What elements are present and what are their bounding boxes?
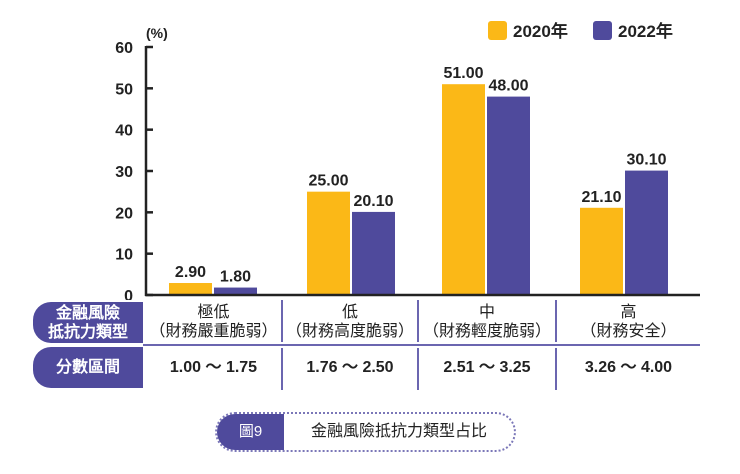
legend: 2020年 2022年 xyxy=(488,21,673,41)
caption: 圖9 金融風險抵抗力類型占比 xyxy=(215,412,516,452)
type-cell: 低 （財務高度脆弱） xyxy=(283,303,417,341)
type-cell: 中 （財務輕度脆弱） xyxy=(419,303,555,341)
figure-title: 金融風險抵抗力類型占比 xyxy=(310,423,487,440)
range-cell: 2.51 ～ 3.25 xyxy=(443,359,531,376)
row-label-type: 金融風險 抵抗力類型 xyxy=(33,302,143,343)
y-tick-label: 20 xyxy=(115,205,133,222)
type-name: 高 xyxy=(620,304,637,321)
col-divider xyxy=(281,348,283,390)
y-tick-label: 60 xyxy=(115,40,133,57)
legend-swatch-2020 xyxy=(488,21,507,40)
row-label-type-line1: 金融風險 xyxy=(55,304,120,322)
type-name: 低 xyxy=(341,304,358,321)
bar-2020年 xyxy=(442,84,485,295)
col-divider xyxy=(417,348,419,390)
figure-number: 圖9 xyxy=(217,414,284,450)
y-tick-label: 0 xyxy=(124,288,133,300)
data-label: 1.80 xyxy=(220,269,251,286)
row-label-type-line2: 抵抗力類型 xyxy=(47,323,128,341)
legend-label-2020: 2020年 xyxy=(513,21,568,41)
type-desc: （財務安全） xyxy=(580,323,677,340)
row-label-range: 分數區間 xyxy=(33,347,143,388)
data-label: 25.00 xyxy=(308,173,348,190)
col-divider xyxy=(281,300,283,342)
bar-chart: (%) 0 10 20 30 40 50 60 2.90 1.80 25.00 20.10 51.0… xyxy=(115,21,700,300)
col-divider xyxy=(555,348,557,390)
range-cell: 1.00 ～ 1.75 xyxy=(169,359,258,376)
y-tick-label: 40 xyxy=(115,123,133,140)
col-divider xyxy=(417,300,419,342)
data-label: 48.00 xyxy=(488,78,528,95)
y-tick-label: 50 xyxy=(115,81,133,98)
bar-2022年 xyxy=(352,211,395,295)
data-label: 21.10 xyxy=(581,189,621,206)
row-divider xyxy=(143,344,700,346)
bar-2022年 xyxy=(214,287,257,295)
legend-swatch-2022 xyxy=(593,21,612,40)
type-desc: （財務輕度脆弱） xyxy=(422,323,551,340)
y-tick-label: 10 xyxy=(115,247,133,264)
col-divider xyxy=(555,300,557,342)
type-name: 中 xyxy=(478,304,495,321)
type-name: 極低 xyxy=(197,304,230,321)
range-cell: 1.76 ～ 2.50 xyxy=(306,359,394,376)
data-label: 51.00 xyxy=(443,65,483,82)
type-desc: （財務高度脆弱） xyxy=(285,323,414,340)
y-axis-unit: (%) xyxy=(146,25,168,41)
y-tick-label: 30 xyxy=(115,164,133,181)
data-label: 2.90 xyxy=(175,264,206,281)
bar-2022年 xyxy=(487,96,530,295)
data-label: 20.10 xyxy=(353,193,393,210)
type-desc: （財務嚴重脆弱） xyxy=(149,323,278,340)
type-cell: 高 （財務安全） xyxy=(557,303,700,341)
data-label: 30.10 xyxy=(626,152,666,169)
range-cell: 3.26 ～ 4.00 xyxy=(584,359,673,376)
bar-2022年 xyxy=(625,170,668,295)
type-cell: 極低 （財務嚴重脆弱） xyxy=(146,303,281,341)
legend-label-2022: 2022年 xyxy=(618,21,673,41)
bar-2020年 xyxy=(307,191,350,295)
bar-2020年 xyxy=(169,283,212,295)
bar-2020年 xyxy=(580,207,623,295)
